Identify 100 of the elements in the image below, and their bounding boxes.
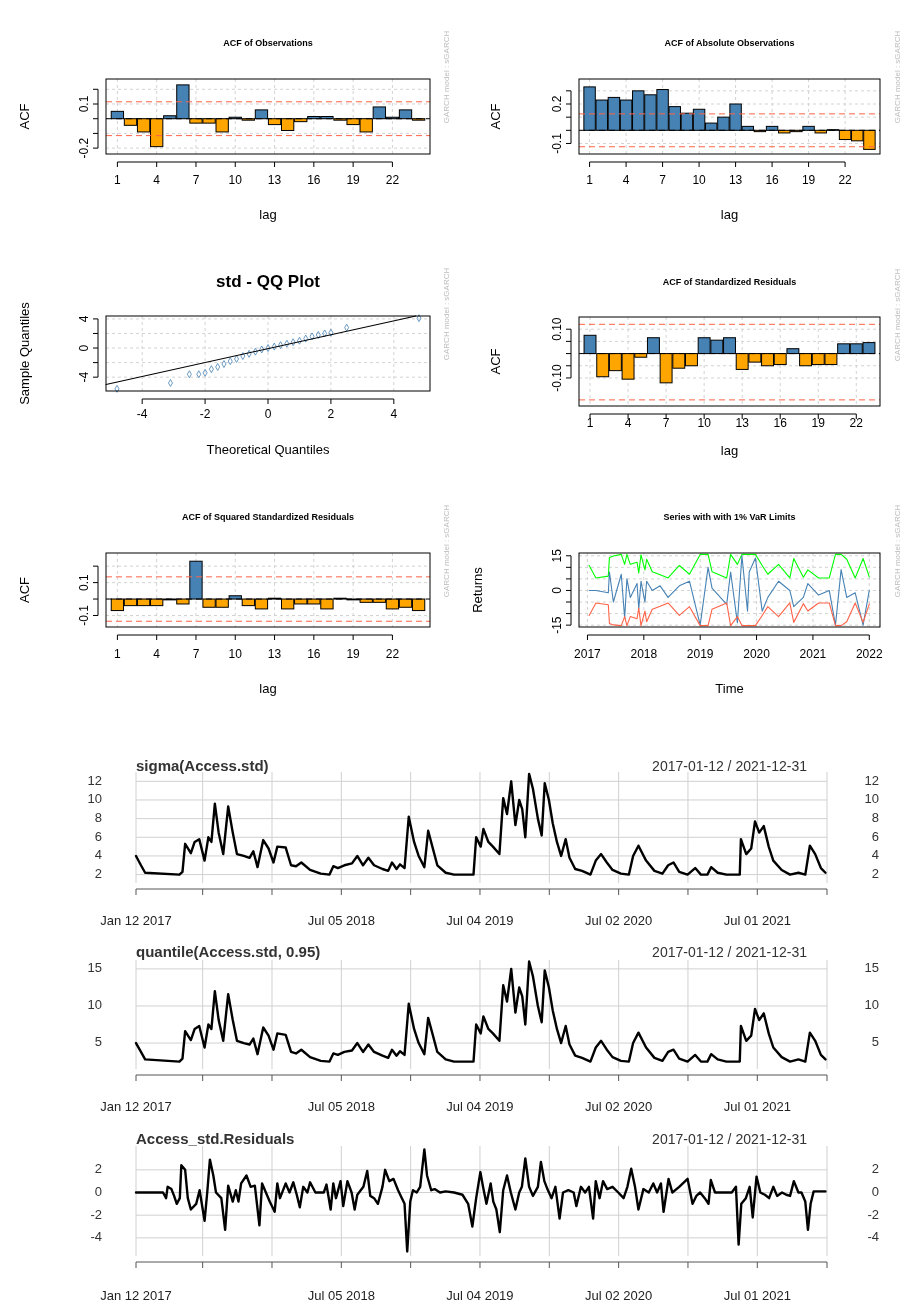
x-tick-label: 19 bbox=[801, 173, 816, 188]
y-tick-label: 15 bbox=[550, 548, 564, 563]
y2-tick-label: 2 bbox=[871, 1161, 879, 1177]
y2-tick-label: -4 bbox=[867, 1229, 879, 1245]
text: GARCH model : sGARCH bbox=[893, 504, 903, 598]
x-tick-label: 16 bbox=[307, 647, 321, 662]
y2-tick-label: 15 bbox=[864, 960, 879, 976]
y-tick-label: -0.2 bbox=[77, 137, 91, 159]
x-tick-label: 7 bbox=[192, 647, 200, 662]
x-tick-label: 13 bbox=[728, 173, 743, 188]
y-tick-label: -4 bbox=[77, 371, 91, 383]
x-tick-label: 10 bbox=[697, 416, 712, 431]
x-tick-label: 1 bbox=[114, 173, 122, 188]
text: GARCH model : sGARCH bbox=[893, 30, 903, 124]
x-axis-title: lag bbox=[720, 207, 739, 223]
x-tick-label: 4 bbox=[624, 416, 632, 431]
chart-subtitle: 2017-01-12 / 2021-12-31 bbox=[652, 1130, 808, 1147]
x-tick-label: 4 bbox=[153, 647, 161, 662]
x-tick-label: 2022 bbox=[855, 647, 883, 662]
x-tick-label: 2020 bbox=[743, 647, 771, 662]
y-tick-label: 4 bbox=[94, 847, 102, 863]
x-axis-title: lag bbox=[720, 443, 739, 459]
chart-subtitle: 2017-01-12 / 2021-12-31 bbox=[652, 757, 808, 774]
y-tick-label: 10 bbox=[87, 997, 102, 1013]
y-axis-title: ACF bbox=[488, 103, 504, 130]
y2-tick-label: 8 bbox=[871, 810, 879, 826]
y2-tick-label: 12 bbox=[864, 772, 879, 788]
x-tick-label: 1 bbox=[586, 416, 594, 431]
x-tick-label: 22 bbox=[385, 647, 400, 662]
y-tick-label: 4 bbox=[77, 315, 91, 323]
x-tick-label: 19 bbox=[346, 173, 361, 188]
x-tick-label: 13 bbox=[267, 173, 282, 188]
x-tick-label: 2 bbox=[327, 407, 335, 422]
x-tick-label: Jul 04 2019 bbox=[446, 1099, 514, 1115]
x-tick-label: Jul 01 2021 bbox=[723, 1099, 791, 1115]
y-tick-label: 6 bbox=[94, 828, 102, 844]
y-tick-label: -0.1 bbox=[550, 132, 564, 154]
chart-title: ACF of Absolute Observations bbox=[664, 38, 795, 49]
x-tick-label: 22 bbox=[385, 173, 400, 188]
y2-tick-label: 5 bbox=[871, 1034, 879, 1050]
x-tick-label: Jul 05 2018 bbox=[307, 1288, 375, 1303]
x-tick-label: 2018 bbox=[630, 647, 658, 662]
y-tick-label: 0.10 bbox=[550, 317, 564, 341]
y-tick-label: 0.2 bbox=[550, 95, 564, 113]
x-tick-label: 19 bbox=[346, 647, 361, 662]
x-tick-label: -4 bbox=[136, 407, 148, 422]
text: GARCH model : sGARCH bbox=[442, 30, 452, 124]
text: GARCH model : sGARCH bbox=[893, 268, 903, 362]
y-tick-label: 15 bbox=[87, 960, 102, 976]
chart-title: Series with with 1% VaR Limits bbox=[663, 512, 796, 523]
y-tick-label: 2 bbox=[94, 1161, 102, 1177]
x-tick-label: 2021 bbox=[799, 647, 827, 662]
x-tick-label: Jul 05 2018 bbox=[307, 1099, 375, 1115]
y2-tick-label: 2 bbox=[871, 866, 879, 882]
y-tick-label: 8 bbox=[94, 810, 102, 826]
x-tick-label: -2 bbox=[199, 407, 211, 422]
y-tick-label: 0.1 bbox=[77, 95, 91, 113]
x-tick-label: Jul 05 2018 bbox=[307, 913, 375, 929]
chart-title: std - QQ Plot bbox=[216, 272, 321, 292]
x-tick-label: Jul 04 2019 bbox=[446, 1288, 514, 1303]
x-tick-label: 7 bbox=[659, 173, 667, 188]
y2-tick-label: 0 bbox=[871, 1183, 879, 1199]
y2-tick-label: -2 bbox=[867, 1206, 879, 1222]
x-tick-label: 13 bbox=[267, 647, 282, 662]
x-tick-label: 16 bbox=[307, 173, 321, 188]
x-tick-label: Jan 12 2017 bbox=[100, 1288, 172, 1303]
x-tick-label: Jul 01 2021 bbox=[723, 1288, 791, 1303]
x-tick-label: 10 bbox=[228, 173, 243, 188]
x-tick-label: Jul 04 2019 bbox=[446, 913, 514, 929]
y-tick-label: -0.10 bbox=[550, 363, 564, 392]
x-axis-title: Time bbox=[715, 681, 744, 697]
x-tick-label: 2017 bbox=[574, 647, 602, 662]
y2-tick-label: 4 bbox=[871, 847, 879, 863]
x-tick-label: 4 bbox=[390, 407, 398, 422]
y-tick-label: 0 bbox=[77, 344, 91, 352]
chart-title: quantile(Access.std, 0.95) bbox=[136, 942, 321, 960]
chart-subtitle: 2017-01-12 / 2021-12-31 bbox=[652, 943, 808, 960]
x-axis-title: lag bbox=[259, 681, 277, 697]
y2-tick-label: 6 bbox=[871, 828, 879, 844]
y-axis-title: Returns bbox=[470, 566, 486, 613]
y2-tick-label: 10 bbox=[864, 791, 879, 807]
x-tick-label: 0 bbox=[264, 407, 272, 422]
x-tick-label: 13 bbox=[735, 416, 750, 431]
y-tick-label: -0.1 bbox=[77, 604, 91, 626]
x-tick-label: 10 bbox=[228, 647, 243, 662]
chart-title: ACF of Standardized Residuals bbox=[662, 277, 797, 288]
y-tick-label: -2 bbox=[90, 1206, 102, 1222]
x-tick-label: 4 bbox=[622, 173, 630, 188]
y-axis-title: ACF bbox=[488, 348, 504, 375]
x-tick-label: 22 bbox=[849, 416, 864, 431]
y-tick-label: 10 bbox=[87, 791, 102, 807]
x-tick-label: 7 bbox=[192, 173, 200, 188]
y-axis-title: ACF bbox=[17, 576, 33, 603]
x-tick-label: Jul 02 2020 bbox=[585, 1288, 653, 1303]
y-tick-label: 0.1 bbox=[77, 573, 91, 591]
x-tick-label: Jul 01 2021 bbox=[723, 913, 791, 929]
x-tick-label: 16 bbox=[773, 416, 788, 431]
chart-title: ACF of Observations bbox=[223, 38, 313, 49]
y-tick-label: -15 bbox=[550, 616, 564, 634]
y-tick-label: 5 bbox=[94, 1034, 102, 1050]
